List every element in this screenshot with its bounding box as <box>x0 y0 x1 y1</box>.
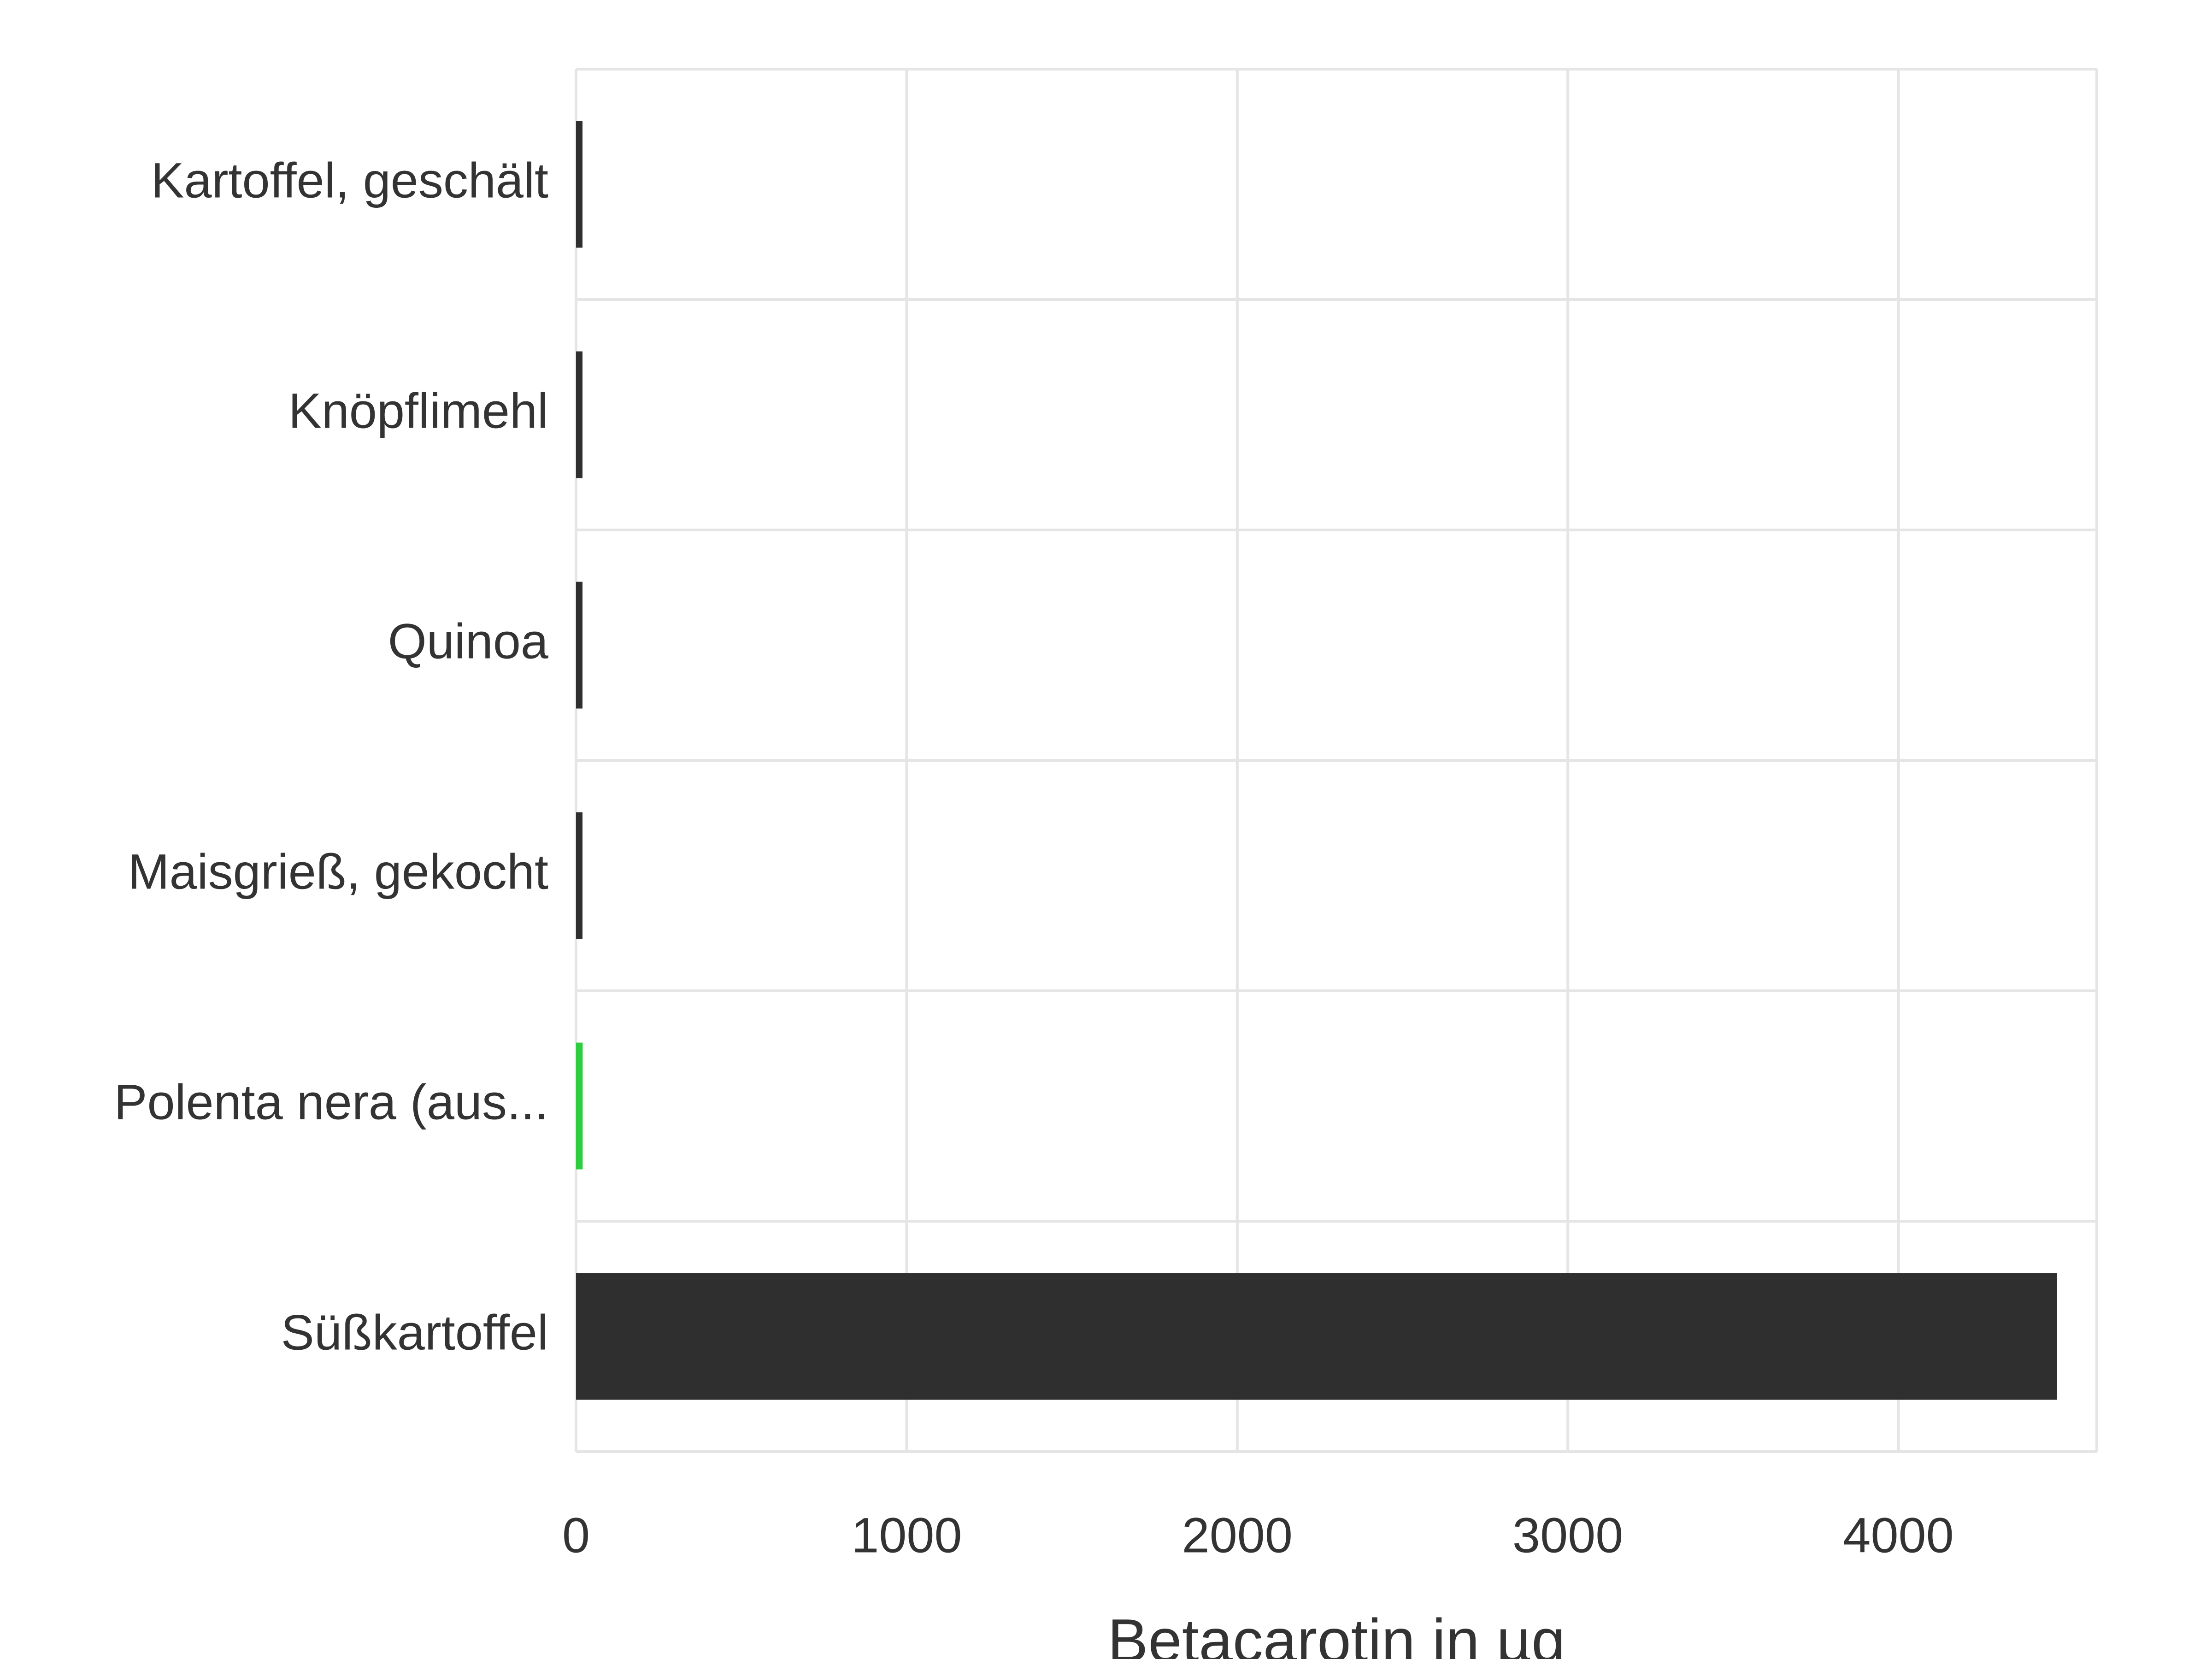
y-tick-label: Maisgrieß, gekocht <box>128 844 548 900</box>
bar <box>576 352 582 478</box>
y-tick-label: Süßkartoffel <box>281 1305 548 1360</box>
y-tick-label: Kartoffel, geschält <box>151 153 548 208</box>
chart-background <box>0 0 2212 1659</box>
bar <box>576 121 582 248</box>
bar <box>576 582 582 709</box>
betacarotin-bar-chart: Kartoffel, geschält Knöpflimehl Quinoa Mais… <box>0 0 2212 1659</box>
bar <box>576 812 582 939</box>
bar <box>576 1043 582 1170</box>
bar <box>576 1273 2057 1400</box>
x-tick-label: 0 <box>562 1507 590 1563</box>
chart-container: Kartoffel, geschält Knöpflimehl Quinoa Mais… <box>0 0 2212 1659</box>
y-tick-label: Knöpflimehl <box>288 383 548 439</box>
y-tick-label: Quinoa <box>388 613 549 669</box>
x-tick-label: 4000 <box>1843 1507 1953 1563</box>
y-tick-label: Polenta nera (aus... <box>114 1074 548 1130</box>
x-tick-label: 1000 <box>851 1507 962 1563</box>
x-tick-label: 2000 <box>1182 1507 1293 1563</box>
x-tick-label: 3000 <box>1512 1507 1623 1563</box>
x-axis-label: Betacarotin in µg <box>1107 1606 1565 1659</box>
